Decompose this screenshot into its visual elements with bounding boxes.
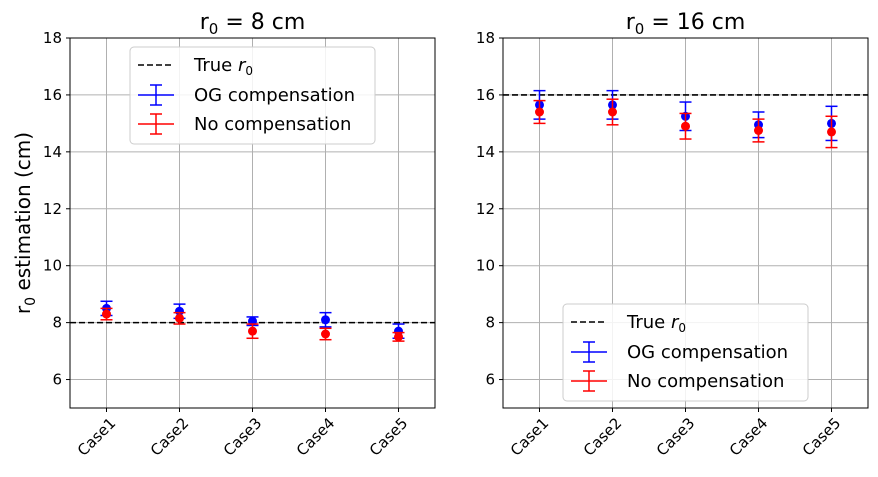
x-tick-label: Case4 [726,414,771,459]
legend-box [129,46,376,145]
y-tick-label: 14 [43,143,62,161]
legend: True r0 OG compensation No compensation [562,303,809,402]
y-tick-label: 18 [476,29,495,47]
x-tick-label: Case2 [580,414,625,459]
x-tick-label: Case2 [147,414,192,459]
no-compensation-point [102,309,111,319]
chart-right: 6 8 10 12 14 16 18 Case1 Case2 Case3 Case4 Case5 r0 … [476,10,869,460]
no-compensation-point [535,107,544,117]
og-compensation-point [175,306,184,316]
legend-label-no-compensation: No compensation [627,371,784,392]
no-compensation-point [321,329,330,339]
legend-label-reference: True r0 [193,55,253,78]
y-tick-label: 8 [52,314,62,332]
x-tick-label: Case5 [799,414,844,459]
legend-box [562,303,809,402]
no-compensation-point [248,326,257,336]
y-tick-label: 6 [52,371,62,389]
chart-title: r0 = 16 cm [626,10,746,38]
y-tick-label: 10 [476,257,495,275]
og-compensation-point [321,315,330,325]
x-tick-label: Case1 [74,414,119,459]
no-compensation-point [608,107,617,117]
y-tick-label: 10 [43,257,62,275]
no-compensation-point [681,121,690,131]
chart-left: 6 8 10 12 14 16 18 Case1 Case2 Case3 Case4 Case5 r0 … [43,10,436,460]
y-tick-label: 16 [476,86,495,104]
chart-title: r0 = 8 cm [200,10,306,38]
y-tick-label: 12 [476,200,495,218]
x-tick-label: Case3 [653,414,698,459]
x-tick-label: Case4 [293,414,338,459]
y-tick-label: 8 [485,314,495,332]
legend-label-og-compensation: OG compensation [194,85,355,106]
no-compensation-point [175,313,184,323]
y-axis-label: r0 estimation (cm) [11,132,39,314]
y-tick-label: 16 [43,86,62,104]
legend-label-og-compensation: OG compensation [627,342,788,363]
legend-label-no-compensation: No compensation [194,114,351,135]
x-tick-label: Case5 [366,414,411,459]
no-compensation-point [754,126,763,135]
legend-label-reference: True r0 [626,312,686,335]
x-tick-label: Case3 [220,414,265,459]
y-tick-label: 14 [476,143,495,161]
y-tick-label: 6 [485,371,495,389]
x-tick-label: Case1 [507,414,552,459]
no-compensation-point [827,127,836,137]
y-tick-label: 12 [43,200,62,218]
y-tick-label: 18 [43,29,62,47]
no-compensation-point [394,332,403,342]
legend: True r0 OG compensation No compensation [129,46,376,145]
